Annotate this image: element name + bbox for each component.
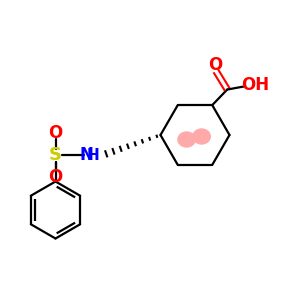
Text: OH: OH bbox=[241, 76, 269, 94]
Ellipse shape bbox=[178, 132, 195, 147]
Text: O: O bbox=[48, 124, 63, 142]
Text: H: H bbox=[87, 148, 99, 163]
Text: N: N bbox=[79, 146, 93, 164]
Text: O: O bbox=[48, 168, 63, 186]
Text: O: O bbox=[208, 56, 222, 74]
Text: S: S bbox=[49, 146, 62, 164]
Ellipse shape bbox=[193, 129, 210, 144]
